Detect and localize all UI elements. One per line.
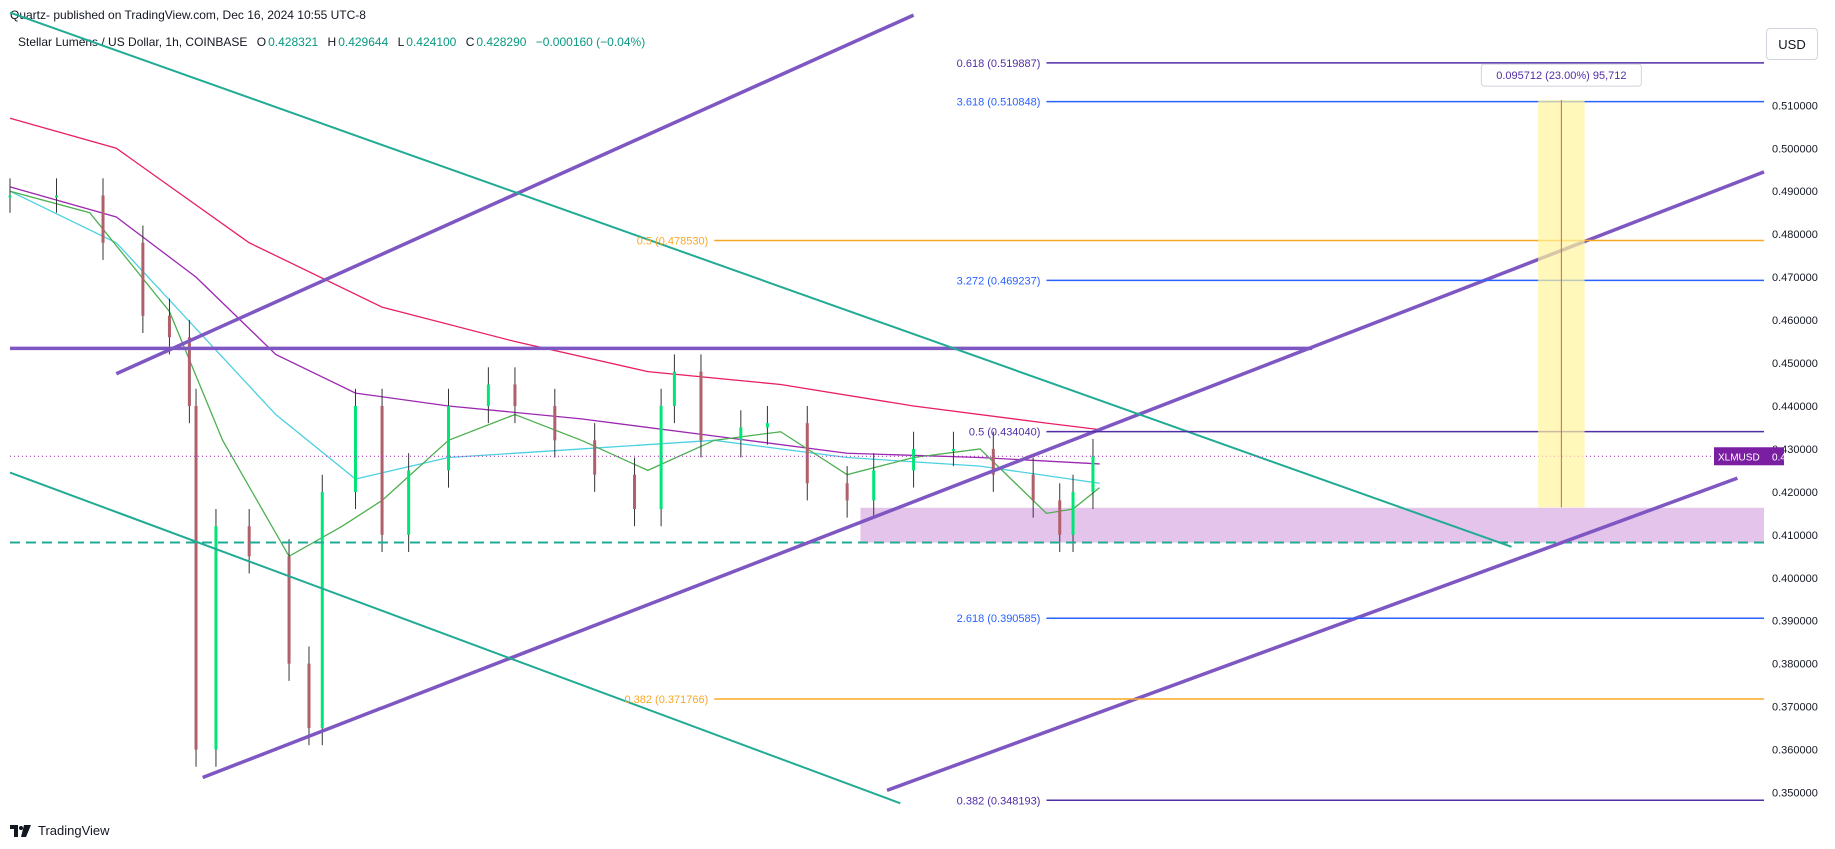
candle-body: [194, 405, 198, 750]
candle-body: [633, 474, 637, 510]
symbol-name: Stellar Lumens / US Dollar, 1h, COINBASE: [18, 35, 248, 49]
candle-body: [765, 423, 769, 428]
candle-body: [214, 526, 218, 750]
y-tick-label: 0.380000: [1772, 659, 1818, 671]
candle-body: [380, 405, 384, 535]
candle-body: [247, 526, 251, 557]
open-label: O: [256, 35, 267, 49]
y-tick-label: 0.460000: [1772, 315, 1818, 327]
candle-body: [8, 195, 12, 198]
trendline-5: [9, 11, 1512, 548]
candle-body: [187, 337, 191, 406]
close-label: C: [465, 35, 475, 49]
moving-average-line-3: [9, 190, 1101, 558]
y-tick-label: 0.510000: [1772, 100, 1818, 112]
y-tick-label: 0.350000: [1772, 788, 1818, 800]
low-value: 0.424100: [406, 35, 457, 49]
fib-level-label: 3.618 (0.510848): [957, 97, 1041, 109]
candle-body: [672, 371, 676, 406]
trendline-3: [202, 170, 1765, 780]
price-tag-box: [1714, 447, 1784, 466]
trendline-2: [115, 13, 915, 376]
candle-body: [1058, 500, 1062, 535]
candle-body: [1071, 491, 1075, 535]
candle-body: [1031, 474, 1035, 501]
low-label: L: [397, 35, 405, 49]
candle-body: [307, 663, 311, 729]
candle-body: [912, 448, 916, 471]
fib-level-label: 0.5 (0.478530): [637, 235, 709, 247]
candle-body: [353, 405, 357, 492]
candle-body: [553, 405, 557, 441]
candle-body: [287, 556, 291, 664]
price-tag-value: 0.428290: [1772, 452, 1814, 463]
y-tick-label: 0.360000: [1772, 745, 1818, 757]
high-label: H: [327, 35, 337, 49]
candle-body: [805, 423, 809, 484]
symbol-legend: Stellar Lumens / US Dollar, 1h, COINBASE…: [18, 35, 651, 49]
candle-body: [1091, 456, 1095, 492]
y-tick-label: 0.500000: [1772, 143, 1818, 155]
moving-average-line-0: [9, 117, 1100, 431]
candle-body: [141, 242, 145, 316]
y-tick-label: 0.450000: [1772, 358, 1818, 370]
candle-body: [447, 405, 450, 471]
y-tick-label: 0.390000: [1772, 616, 1818, 628]
fib-level-label: 0.618 (0.519887): [957, 58, 1041, 70]
candle-body: [486, 384, 490, 406]
y-tick-label: 0.420000: [1772, 487, 1818, 499]
trendline-6: [9, 471, 901, 805]
measure-label: 0.095712 (23.00%) 95,712: [1496, 70, 1626, 82]
footer-brand: TradingView: [10, 823, 110, 838]
candle-body: [167, 315, 171, 338]
candle-body: [951, 448, 955, 451]
high-value: 0.429644: [338, 35, 389, 49]
price-tag-symbol: XLMUSD: [1718, 452, 1760, 463]
open-value: 0.428321: [268, 35, 319, 49]
footer-brand-label: TradingView: [38, 823, 110, 838]
change-value: −0.000160 (−0.04%): [535, 35, 646, 49]
candle-body: [845, 483, 849, 501]
y-tick-label: 0.370000: [1772, 702, 1818, 714]
candle-body: [659, 405, 663, 510]
candle-body: [699, 371, 703, 441]
y-tick-label: 0.400000: [1772, 573, 1818, 585]
tradingview-logo-icon: [10, 824, 31, 837]
y-tick-label: 0.490000: [1772, 186, 1818, 198]
y-tick-label: 0.470000: [1772, 272, 1818, 284]
measure-label-box: [1480, 63, 1642, 87]
price-chart[interactable]: 0.618 (0.519887) 3.618 (0.510848) 0.5 (0.4…: [0, 0, 1835, 820]
y-tick-label: 0.440000: [1772, 401, 1818, 413]
candle-body: [55, 195, 59, 198]
candle-body: [513, 384, 517, 406]
candle-body: [593, 440, 597, 475]
currency-button[interactable]: USD: [1766, 28, 1818, 60]
fib-level-label: 3.272 (0.469237): [957, 275, 1041, 287]
candle-body: [872, 470, 876, 501]
trendline-4: [886, 476, 1739, 793]
candle-body: [320, 491, 324, 729]
candle-body: [991, 448, 995, 475]
publisher-caption: Quartz- published on TradingView.com, De…: [10, 8, 366, 22]
close-value: 0.428290: [476, 35, 527, 49]
y-tick-label: 0.480000: [1772, 229, 1818, 241]
fib-level-label: 0.382 (0.348193): [957, 795, 1041, 807]
candle-body: [407, 470, 411, 535]
fib-level-label: 0.5 (0.434040): [969, 427, 1041, 439]
y-tick-label: 0.410000: [1772, 530, 1818, 542]
fib-level-label: 0.382 (0.371766): [624, 694, 708, 706]
candle-body: [739, 427, 743, 441]
fib-level-label: 2.618 (0.390585): [957, 613, 1041, 625]
support-zone: [860, 507, 1764, 543]
candle-body: [101, 195, 105, 243]
